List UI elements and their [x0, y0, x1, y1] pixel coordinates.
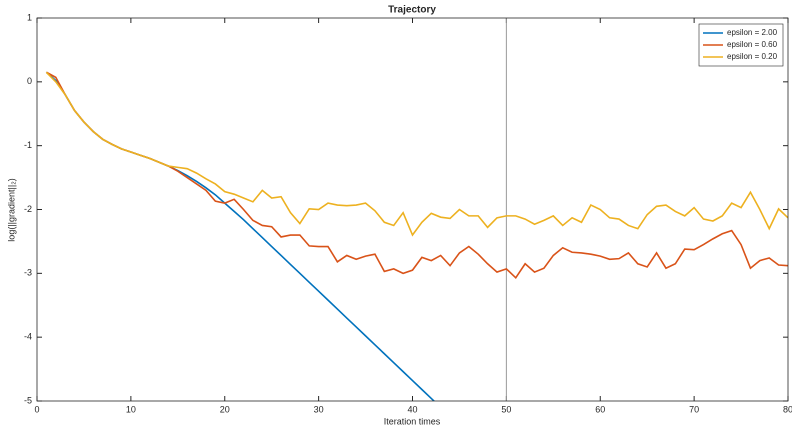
y-tick-label: -2 [24, 204, 32, 214]
axes-box [36, 17, 789, 402]
y-tick-label: 1 [27, 12, 32, 22]
x-tick-label: 70 [689, 404, 699, 414]
series-line [45, 71, 788, 237]
x-tick-label: 80 [783, 404, 792, 414]
y-tick-label: -5 [24, 395, 32, 405]
x-tick-label: 60 [595, 404, 605, 414]
y-axis-label: log(||gradient||₂) [6, 178, 16, 241]
plot-area [45, 71, 788, 401]
x-axis-label: Iteration times [384, 416, 441, 426]
y-tick-label: -1 [24, 140, 32, 150]
y-tick-label: 0 [27, 76, 32, 86]
y-tick-label: -4 [24, 332, 32, 342]
x-tick-label: 40 [407, 404, 417, 414]
x-tick-label: 50 [501, 404, 511, 414]
chart-title: Trajectory [388, 5, 436, 16]
x-tick-label: 20 [220, 404, 230, 414]
legend-label: epsilon = 0.20 [727, 52, 778, 61]
y-tick-label: -3 [24, 268, 32, 278]
legend-label: epsilon = 0.60 [727, 40, 778, 49]
x-tick-label: 10 [126, 404, 136, 414]
x-tick-label: 30 [314, 404, 324, 414]
legend-label: epsilon = 2.00 [727, 28, 778, 37]
x-tick-label: 0 [34, 404, 39, 414]
